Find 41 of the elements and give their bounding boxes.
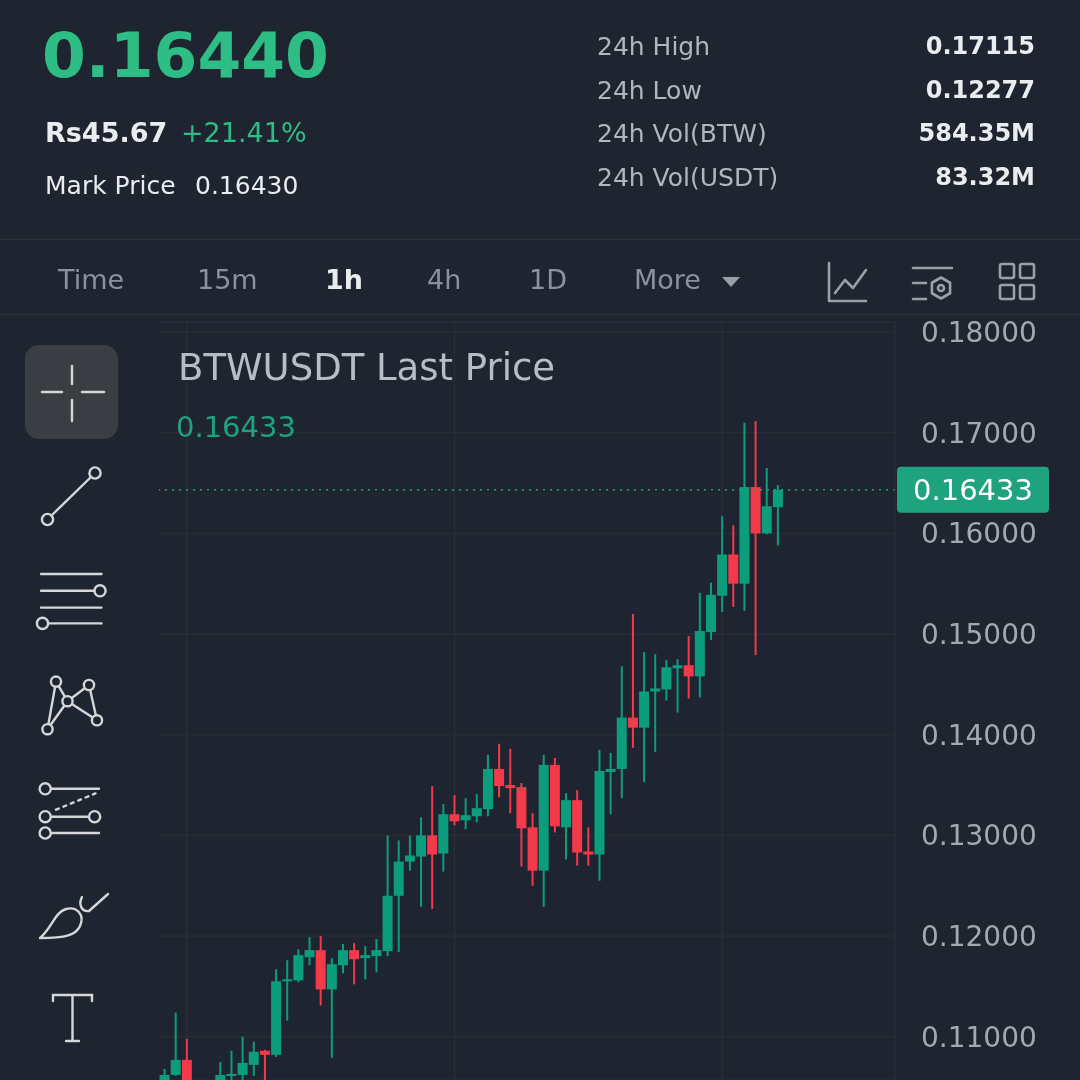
candlestick: [181, 1037, 192, 1080]
candlestick: [605, 751, 616, 816]
text: 584.35M: [918, 119, 1035, 148]
text: Time: [58, 264, 125, 296]
text: +21.41%: [181, 117, 307, 149]
text: 0.16440: [42, 19, 329, 93]
y-tick-label: 0.17000: [921, 416, 1037, 450]
y-tick-label: 0.15000: [921, 618, 1037, 651]
candlestick: [627, 612, 638, 749]
annotation: 0.16433: [176, 410, 296, 445]
y-tick-label: 0.18000: [921, 316, 1037, 350]
text: 15m: [197, 264, 258, 296]
text: BTWUSDT Last Price: [178, 346, 556, 390]
text: 0.17115: [925, 32, 1035, 61]
candlestick: [683, 635, 694, 700]
text: 0.12277: [925, 75, 1035, 105]
text: 24h Vol(BTW): [597, 119, 767, 150]
text: Rs45.67: [45, 117, 168, 149]
y-tick-label: 0.14000: [921, 718, 1037, 752]
text: 24h High: [597, 32, 711, 62]
text: 1D: [529, 264, 567, 296]
y-tick-label: 0.12000: [921, 919, 1037, 953]
candlestick: [170, 1011, 181, 1077]
text: More: [634, 264, 701, 296]
text: 1h: [325, 264, 364, 296]
candlestick: [449, 794, 460, 827]
ref-line-label: 0.16433: [913, 472, 1033, 507]
candlestick: [427, 785, 438, 910]
text: 24h Low: [597, 75, 702, 106]
text: 4h: [427, 264, 462, 296]
candlestick: [672, 658, 683, 714]
y-tick-label: 0.11000: [921, 1020, 1037, 1054]
text: Mark Price: [45, 171, 176, 201]
text: 83.32M: [935, 163, 1035, 192]
candlestick: [349, 942, 360, 986]
candlestick: [259, 1048, 270, 1080]
y-tick-label: 0.16000: [921, 517, 1037, 551]
y-tick-label: 0.13000: [921, 819, 1037, 853]
candlestick: [304, 936, 315, 967]
text: 0.16430: [195, 171, 299, 201]
text: 24h Vol(USDT): [597, 163, 779, 193]
